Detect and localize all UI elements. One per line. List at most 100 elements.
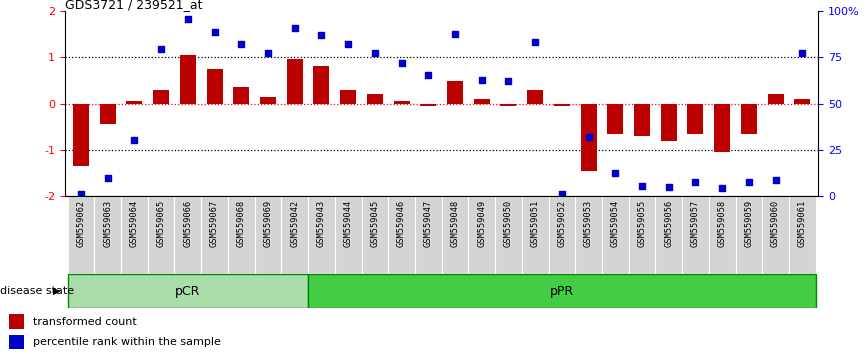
Bar [255, 196, 281, 274]
Text: GSM559062: GSM559062 [76, 200, 86, 247]
Bar [548, 196, 575, 274]
Bar [415, 196, 442, 274]
Bar [575, 196, 602, 274]
Point [341, 41, 355, 47]
Bar [469, 196, 495, 274]
Text: percentile rank within the sample: percentile rank within the sample [33, 337, 221, 348]
Bar [522, 196, 548, 274]
Bar [260, 97, 276, 104]
Point [582, 134, 596, 140]
Bar [682, 196, 709, 274]
Text: GSM559056: GSM559056 [664, 200, 673, 247]
Point [314, 32, 328, 38]
Bar [281, 196, 308, 274]
Bar [73, 104, 89, 166]
Bar [495, 196, 522, 274]
Text: GSM559065: GSM559065 [157, 200, 165, 247]
Bar [501, 104, 516, 106]
Text: GSM559067: GSM559067 [210, 200, 219, 247]
Text: disease state: disease state [0, 286, 74, 296]
Text: GSM559058: GSM559058 [718, 200, 727, 247]
Point [555, 191, 569, 197]
Bar [148, 196, 174, 274]
Bar [554, 104, 570, 106]
Bar [207, 69, 223, 104]
Bar [121, 196, 148, 274]
Bar [474, 99, 490, 104]
Point [769, 177, 783, 183]
Bar [661, 104, 676, 141]
Bar [287, 59, 303, 104]
Bar [762, 196, 789, 274]
Point [208, 29, 222, 34]
Bar [68, 274, 308, 308]
Bar [741, 104, 757, 134]
Text: GSM559048: GSM559048 [450, 200, 460, 247]
Point [74, 191, 88, 197]
Text: transformed count: transformed count [33, 317, 137, 327]
Point [528, 39, 542, 45]
Text: GSM559061: GSM559061 [798, 200, 807, 247]
Bar [580, 104, 597, 171]
Text: GSM559063: GSM559063 [103, 200, 113, 247]
Point [795, 51, 809, 56]
Bar [442, 196, 469, 274]
Point [368, 51, 382, 56]
Bar [447, 81, 463, 104]
Bar [656, 196, 682, 274]
Text: GSM559066: GSM559066 [184, 200, 192, 247]
Point [100, 175, 114, 181]
Bar [388, 196, 415, 274]
Bar [709, 196, 735, 274]
Point [688, 179, 702, 184]
Text: GSM559054: GSM559054 [611, 200, 620, 247]
Bar [602, 196, 629, 274]
Point [395, 60, 409, 65]
Bar [313, 67, 329, 104]
Bar [340, 90, 356, 104]
Point [501, 79, 515, 84]
Bar [308, 196, 335, 274]
Text: pPR: pPR [550, 285, 574, 298]
Text: GSM559050: GSM559050 [504, 200, 513, 247]
Bar [68, 196, 94, 274]
Bar [335, 196, 361, 274]
Bar [634, 104, 650, 136]
Point [475, 78, 488, 83]
Text: GSM559055: GSM559055 [637, 200, 647, 247]
Bar [629, 196, 656, 274]
Bar [233, 87, 249, 104]
Bar [714, 104, 730, 152]
Bar [735, 196, 762, 274]
Point [635, 183, 649, 189]
Point [609, 170, 623, 176]
Text: GSM559045: GSM559045 [371, 200, 379, 247]
Bar [100, 104, 116, 125]
Bar [767, 94, 784, 104]
Point [742, 179, 756, 184]
Text: GSM559044: GSM559044 [344, 200, 352, 247]
Bar [174, 196, 201, 274]
Text: GSM559069: GSM559069 [263, 200, 273, 247]
Point [235, 41, 249, 47]
Bar [153, 90, 169, 104]
Text: GSM559043: GSM559043 [317, 200, 326, 247]
Bar [688, 104, 703, 134]
Text: GSM559042: GSM559042 [290, 200, 300, 247]
Point [662, 184, 675, 190]
Point [422, 72, 436, 78]
Bar [9, 335, 24, 349]
Text: GSM559060: GSM559060 [771, 200, 780, 247]
Text: GSM559053: GSM559053 [584, 200, 593, 247]
Text: GSM559064: GSM559064 [130, 200, 139, 247]
Bar [527, 90, 543, 104]
Text: GSM559049: GSM559049 [477, 200, 486, 247]
Bar [367, 94, 383, 104]
Bar [94, 196, 121, 274]
Text: GSM559068: GSM559068 [236, 200, 246, 247]
Bar [607, 104, 624, 134]
Bar [789, 196, 816, 274]
Point [288, 25, 301, 31]
Bar [393, 101, 410, 104]
Bar [228, 196, 255, 274]
